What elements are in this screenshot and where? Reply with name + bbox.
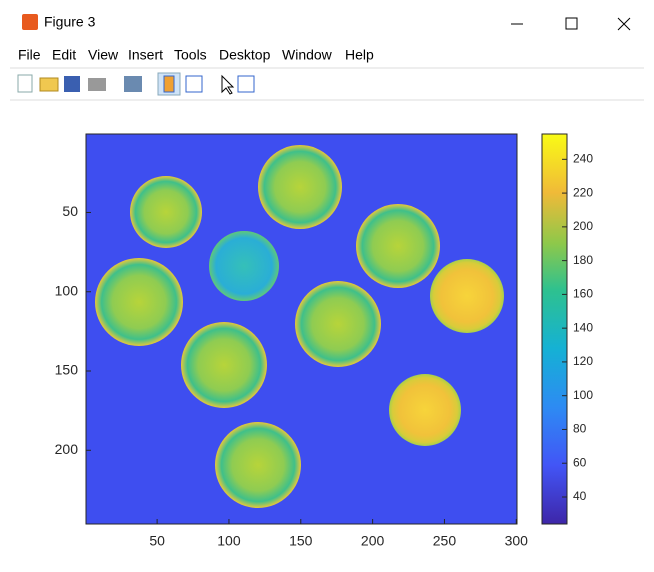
y-tick-label: 150 <box>55 362 79 378</box>
app-icon <box>22 14 38 30</box>
window-title: Figure 3 <box>44 14 96 30</box>
y-tick-label: 100 <box>55 282 79 298</box>
x-tick-label: 150 <box>289 533 313 549</box>
colorbar-tick-label: 240 <box>573 151 593 165</box>
toolbar <box>18 73 254 95</box>
menu-item[interactable]: Edit <box>52 47 76 63</box>
menu-item[interactable]: Insert <box>128 47 163 63</box>
coin <box>215 422 301 508</box>
colorbar-tick-label: 220 <box>573 185 593 199</box>
link-icon[interactable] <box>124 76 142 92</box>
pointer-icon[interactable] <box>222 76 233 94</box>
coin <box>95 258 183 346</box>
coin <box>181 322 267 408</box>
coin <box>258 145 342 229</box>
axes: 50 100 150 200 250 300 50 100 150 200 40 60 80 100 120… <box>55 134 594 549</box>
y-tick-label: 200 <box>55 441 79 457</box>
open-icon[interactable] <box>40 78 58 91</box>
colorbar-icon <box>164 76 174 92</box>
menu-item[interactable]: Window <box>282 47 333 63</box>
title-bar <box>0 0 654 42</box>
coin <box>356 204 440 288</box>
coin <box>430 259 504 333</box>
menu-item[interactable]: File <box>18 47 41 63</box>
menu-item[interactable]: Help <box>345 47 374 63</box>
figure-window: Figure 3 File Edit View Insert Tools Desktop W… <box>0 0 654 572</box>
colorbar <box>542 134 567 524</box>
menu-item[interactable]: Tools <box>174 47 207 63</box>
window-canvas: Figure 3 File Edit View Insert Tools Desktop W… <box>0 0 654 572</box>
colorbar-tick-label: 160 <box>573 287 593 301</box>
colorbar-tick-label: 60 <box>573 455 587 469</box>
colorbar-tick-label: 120 <box>573 354 593 368</box>
print-icon[interactable] <box>88 78 106 91</box>
x-tick-label: 100 <box>217 533 241 549</box>
coin <box>130 176 202 248</box>
x-tick-label: 200 <box>361 533 385 549</box>
x-tick-label: 250 <box>433 533 457 549</box>
x-tick-label: 300 <box>505 533 529 549</box>
colorbar-tick-label: 40 <box>573 489 587 503</box>
save-icon[interactable] <box>64 76 80 92</box>
coin <box>295 281 381 367</box>
colorbar-tick-label: 200 <box>573 219 593 233</box>
menu-item[interactable]: View <box>88 47 119 63</box>
coin <box>209 231 279 301</box>
menu-item[interactable]: Desktop <box>219 47 271 63</box>
property-icon[interactable] <box>238 76 254 92</box>
colorbar-tick-label: 180 <box>573 253 593 267</box>
colorbar-tick-label: 100 <box>573 388 593 402</box>
x-tick-label: 50 <box>149 533 165 549</box>
coin <box>389 374 461 446</box>
y-tick-label: 50 <box>62 203 78 219</box>
legend-icon[interactable] <box>186 76 202 92</box>
new-icon[interactable] <box>18 75 32 92</box>
colorbar-tick-label: 140 <box>573 320 593 334</box>
colorbar-tick-label: 80 <box>573 422 587 436</box>
